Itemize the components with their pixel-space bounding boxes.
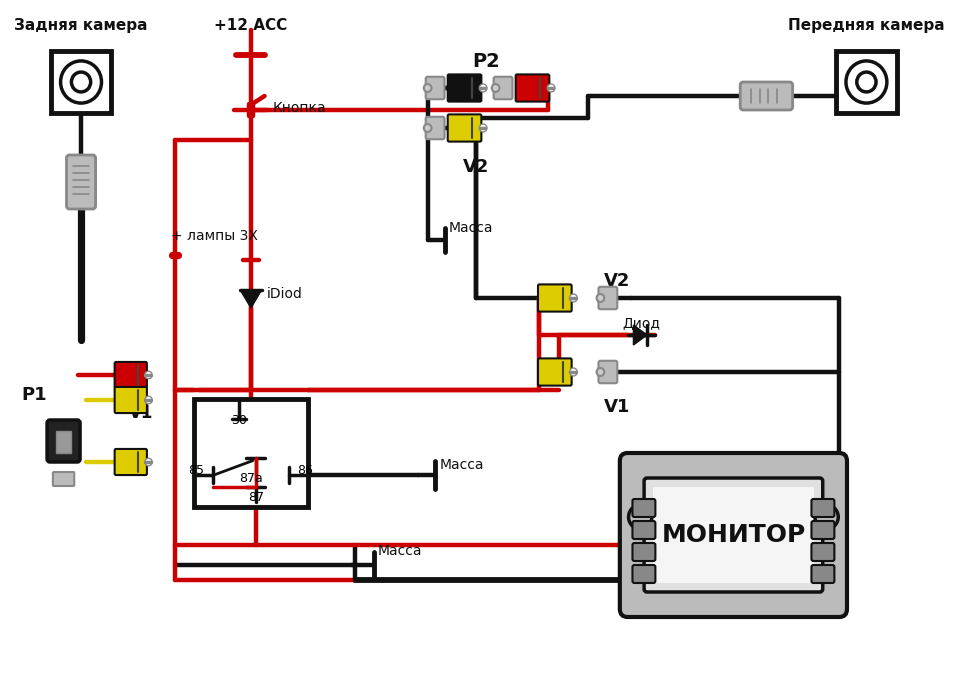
Bar — [51, 51, 111, 113]
FancyBboxPatch shape — [425, 77, 444, 99]
FancyBboxPatch shape — [114, 362, 147, 388]
FancyBboxPatch shape — [598, 360, 617, 383]
Bar — [653, 487, 814, 583]
Circle shape — [629, 505, 652, 529]
Circle shape — [569, 368, 577, 376]
Polygon shape — [240, 290, 262, 308]
Text: V2: V2 — [463, 158, 490, 176]
Bar — [836, 51, 897, 113]
FancyBboxPatch shape — [633, 521, 656, 539]
FancyBboxPatch shape — [811, 521, 834, 539]
Circle shape — [145, 396, 153, 404]
Bar — [56, 431, 71, 453]
FancyBboxPatch shape — [620, 453, 847, 617]
Text: Передняя камера: Передняя камера — [788, 18, 945, 33]
Circle shape — [479, 84, 487, 92]
Circle shape — [145, 371, 153, 379]
Polygon shape — [634, 325, 647, 345]
Circle shape — [145, 458, 153, 466]
Circle shape — [423, 124, 431, 132]
FancyBboxPatch shape — [114, 449, 147, 475]
FancyBboxPatch shape — [740, 82, 793, 110]
Circle shape — [846, 61, 887, 103]
Circle shape — [479, 124, 487, 132]
FancyBboxPatch shape — [811, 543, 834, 561]
Circle shape — [60, 61, 102, 103]
Text: +12 ACC: +12 ACC — [214, 18, 288, 33]
FancyBboxPatch shape — [447, 114, 481, 141]
FancyBboxPatch shape — [633, 565, 656, 583]
FancyBboxPatch shape — [598, 287, 617, 309]
Text: Диод: Диод — [622, 316, 660, 330]
Text: Задняя камера: Задняя камера — [14, 18, 148, 33]
FancyBboxPatch shape — [538, 358, 571, 386]
FancyBboxPatch shape — [644, 478, 823, 592]
Text: V1: V1 — [604, 398, 630, 416]
Text: Масса: Масса — [440, 458, 484, 472]
Text: P1: P1 — [22, 386, 47, 404]
Bar — [194, 399, 308, 507]
Text: МОНИТОР: МОНИТОР — [661, 523, 805, 547]
FancyBboxPatch shape — [633, 499, 656, 517]
Circle shape — [569, 294, 577, 302]
Circle shape — [596, 294, 604, 302]
FancyBboxPatch shape — [47, 420, 80, 462]
FancyBboxPatch shape — [516, 74, 549, 102]
Circle shape — [596, 368, 604, 376]
FancyBboxPatch shape — [811, 499, 834, 517]
FancyBboxPatch shape — [538, 284, 571, 312]
Circle shape — [423, 84, 431, 92]
FancyBboxPatch shape — [493, 77, 513, 99]
Circle shape — [71, 72, 90, 92]
Text: Масса: Масса — [449, 221, 493, 235]
FancyBboxPatch shape — [114, 387, 147, 413]
FancyBboxPatch shape — [811, 565, 834, 583]
Text: 86: 86 — [298, 463, 313, 477]
Circle shape — [547, 84, 555, 92]
FancyBboxPatch shape — [447, 74, 481, 102]
Text: 87: 87 — [248, 491, 264, 503]
Text: Масса: Масса — [378, 544, 422, 558]
Text: V1: V1 — [129, 404, 153, 422]
Circle shape — [492, 84, 499, 92]
Text: iDiod: iDiod — [267, 287, 302, 301]
Text: Кнопка: Кнопка — [273, 101, 325, 115]
FancyBboxPatch shape — [66, 155, 96, 209]
Circle shape — [856, 72, 876, 92]
Text: 87a: 87a — [239, 473, 263, 485]
Text: 85: 85 — [188, 463, 204, 477]
Circle shape — [815, 505, 838, 529]
FancyBboxPatch shape — [425, 117, 444, 139]
FancyBboxPatch shape — [633, 543, 656, 561]
FancyBboxPatch shape — [53, 472, 74, 486]
Text: 30: 30 — [231, 414, 248, 427]
Text: P2: P2 — [472, 52, 500, 71]
Text: V2: V2 — [604, 272, 630, 290]
Text: + лампы 3Х: + лампы 3Х — [171, 229, 257, 243]
